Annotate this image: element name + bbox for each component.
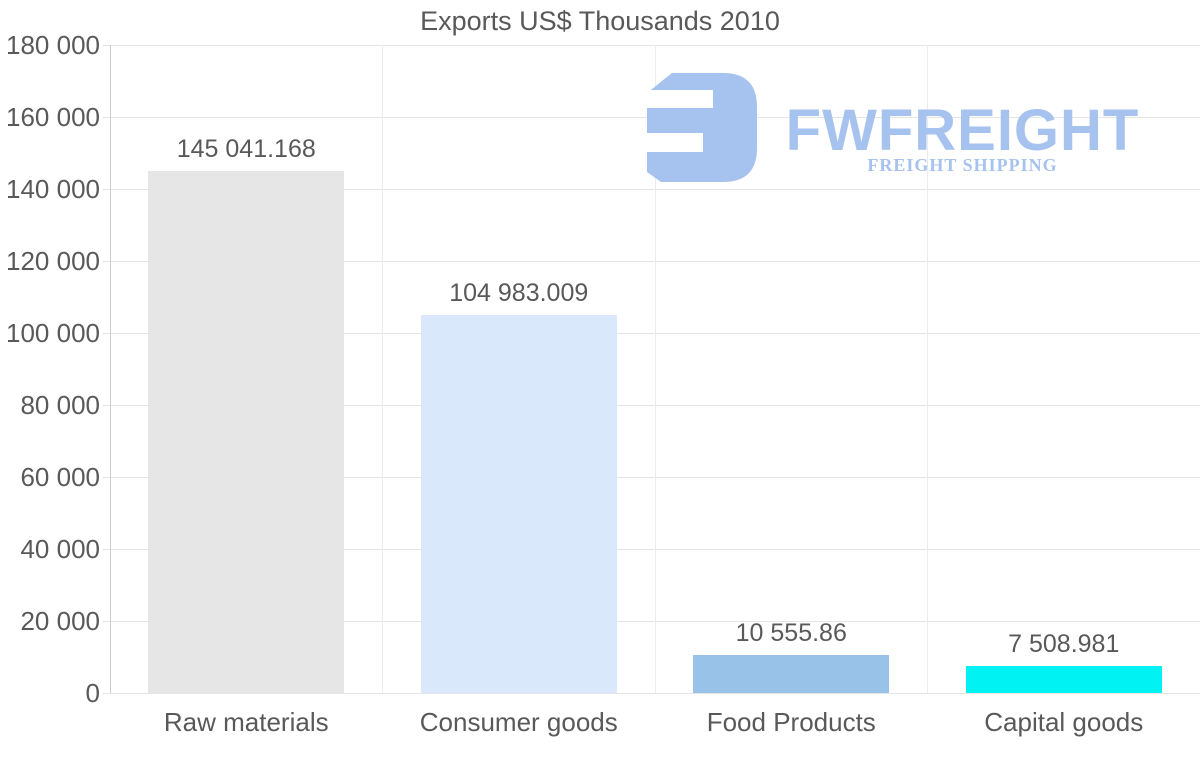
y-axis-tick-label: 120 000 <box>6 246 100 276</box>
gridline-horizontal <box>103 260 1200 262</box>
x-axis-label-capital-goods: Capital goods <box>984 707 1144 737</box>
y-axis-tick-label: 100 000 <box>6 318 100 348</box>
bar-raw-materials <box>148 171 345 693</box>
bar-consumer-goods <box>420 315 617 693</box>
gridline-horizontal <box>103 548 1200 550</box>
chart-title: Exports US$ Thousands 2010 <box>420 6 780 36</box>
gridline-horizontal <box>103 692 1200 694</box>
bar-value-label-consumer-goods: 104 983.009 <box>449 279 589 307</box>
gridline-horizontal <box>103 404 1200 406</box>
bar-value-label-capital-goods: 7 508.981 <box>1008 630 1120 658</box>
brand-name: FWFREIGHT <box>785 98 1140 163</box>
y-axis-tick-label: 40 000 <box>20 534 100 564</box>
gridline-vertical <box>382 45 383 693</box>
y-axis-tick-label: 0 <box>85 678 100 708</box>
y-axis-tick-label: 160 000 <box>6 102 100 132</box>
x-axis-label-raw-materials: Raw materials <box>163 707 329 737</box>
bar-value-label-food-products: 10 555.86 <box>735 619 847 647</box>
gridline-horizontal <box>103 188 1200 190</box>
y-axis-tick-label: 180 000 <box>6 30 100 60</box>
x-axis-label-consumer-goods: Consumer goods <box>419 707 618 737</box>
brand-tagline: FREIGHT SHIPPING <box>867 155 1058 175</box>
y-axis-tick-label: 20 000 <box>20 606 100 636</box>
bar-capital-goods <box>965 666 1162 693</box>
gridline-horizontal <box>103 44 1200 46</box>
gridline-horizontal <box>103 116 1200 118</box>
y-axis-tick-label: 60 000 <box>20 462 100 492</box>
gridline-horizontal <box>103 476 1200 478</box>
gridline-vertical <box>654 45 656 693</box>
bar-value-label-raw-materials: 145 041.168 <box>176 135 316 163</box>
x-axis-label-food-products: Food Products <box>706 707 876 737</box>
gridline-vertical <box>927 45 928 693</box>
fwfreight-logo-icon <box>647 73 757 182</box>
gridline-horizontal <box>103 332 1200 334</box>
gridline-horizontal <box>103 620 1200 622</box>
y-axis-tick-label: 140 000 <box>6 174 100 204</box>
y-axis-line <box>110 45 111 693</box>
bar-food-products <box>693 655 890 693</box>
y-axis-tick-label: 80 000 <box>20 390 100 420</box>
